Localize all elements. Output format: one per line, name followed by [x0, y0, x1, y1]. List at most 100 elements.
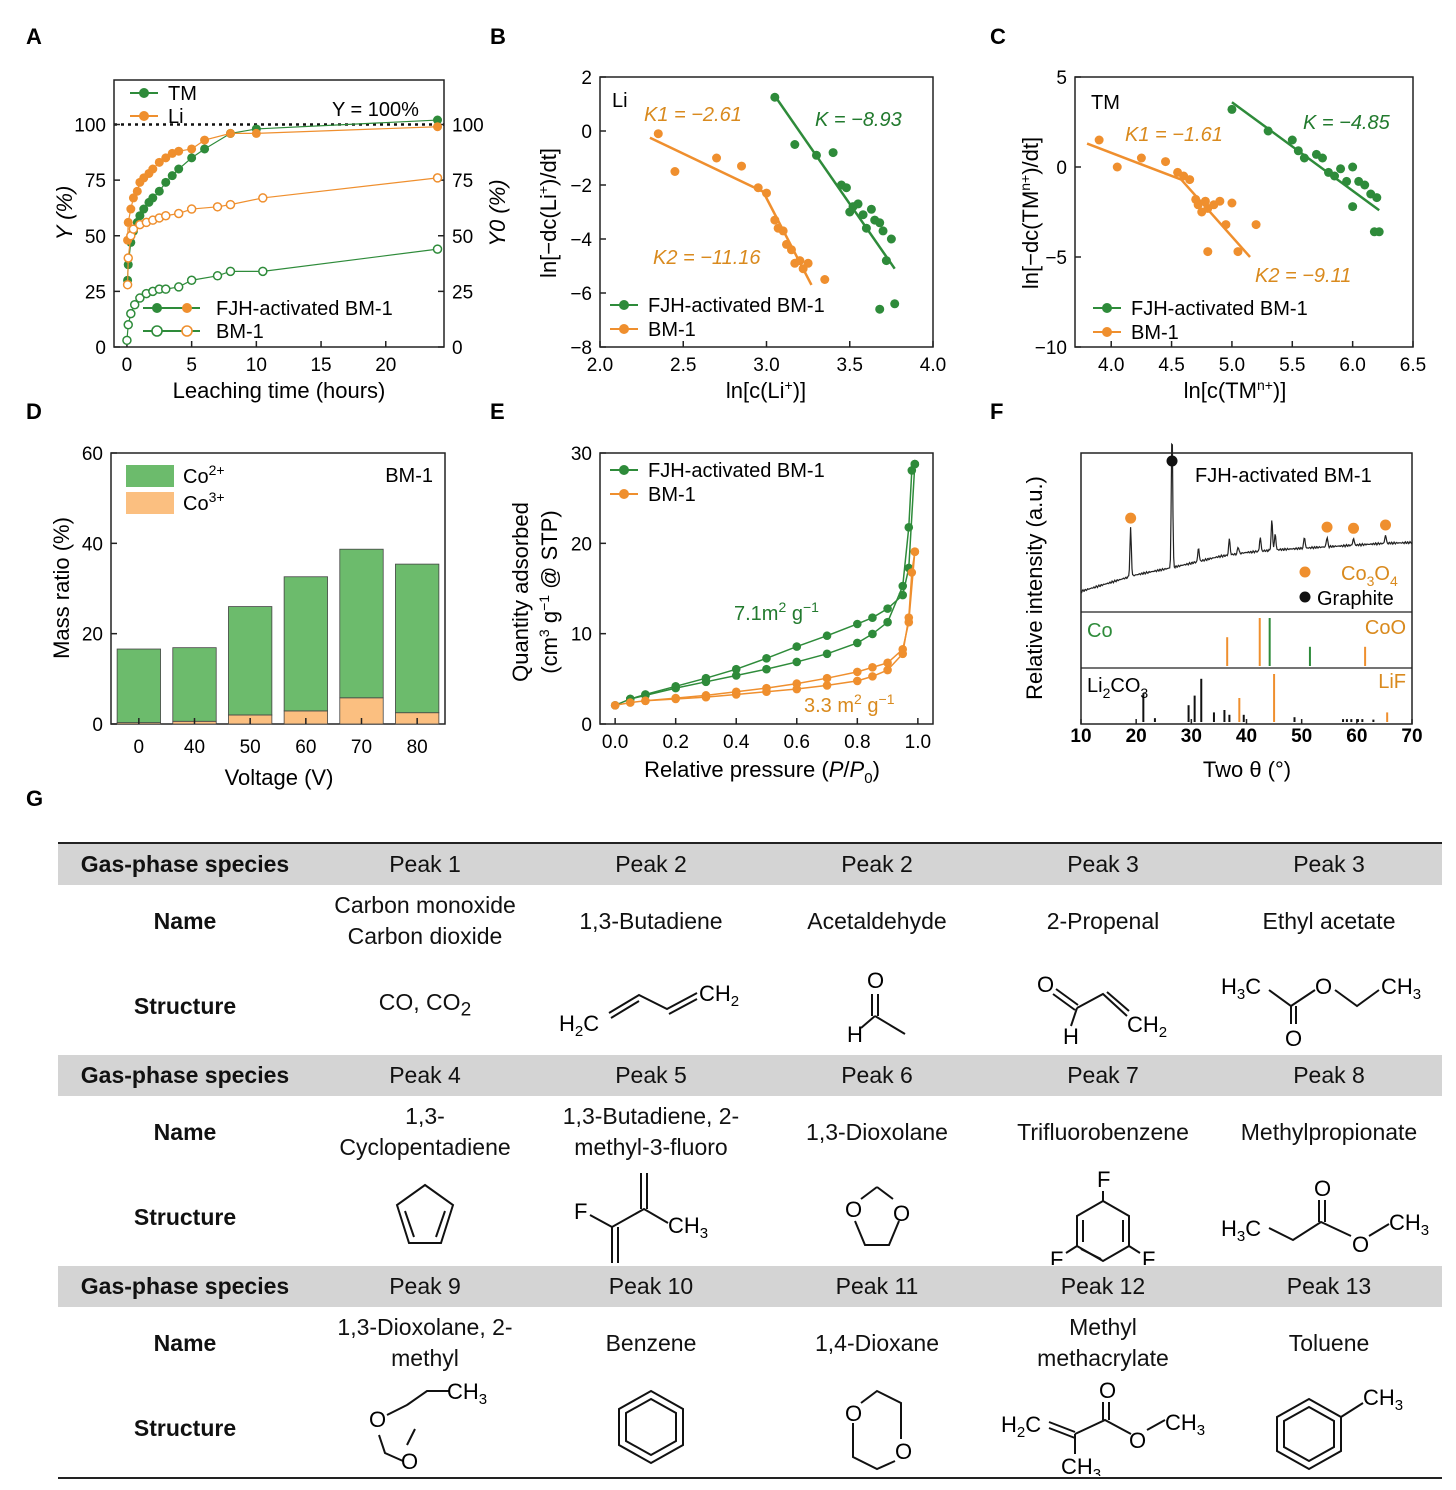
panel-letter-f: F	[990, 399, 1003, 424]
y-tick-label: −5	[1045, 248, 1067, 269]
peak-cell: Peak 12	[990, 1266, 1216, 1307]
data-point	[868, 613, 877, 622]
data-point	[1293, 146, 1303, 156]
x-tick-label: 50	[240, 737, 261, 758]
legend-fjh-marker	[1102, 303, 1112, 313]
bar-co2	[395, 563, 440, 714]
trifluorobenzene-structure: F F F	[1050, 1169, 1155, 1265]
svg-text:CH3: CH3	[1061, 1454, 1101, 1476]
data-point	[1185, 175, 1195, 185]
data-point	[875, 218, 885, 228]
x-tick-label: 5	[186, 355, 197, 376]
x-tick-label: 2.5	[670, 355, 696, 376]
svg-text:H: H	[847, 1022, 863, 1046]
structure-acetaldehyde: O H	[764, 957, 990, 1055]
inner-label-tm: TM	[1091, 92, 1120, 114]
name-cell: Methylpropionate	[1240, 1118, 1418, 1145]
name-label: Name	[153, 1118, 217, 1145]
y-axis-label-right: Y0 (%)	[485, 179, 510, 246]
panel-letter-e: E	[490, 399, 505, 424]
peak-cell: Peak 6	[764, 1055, 990, 1096]
x-tick-label: 6.0	[1339, 355, 1365, 376]
methyldioxolane-structure: O O CH3	[369, 1383, 487, 1473]
data-point	[139, 204, 149, 214]
svg-text:O: O	[1099, 1380, 1116, 1403]
x-axis-label: ln[c(TMn+)]	[1184, 377, 1287, 403]
data-point	[1374, 227, 1384, 237]
data-point	[174, 164, 184, 174]
data-point	[731, 671, 741, 680]
ref-coo-label: CoO	[1365, 617, 1406, 639]
xrd-trace	[1080, 442, 1413, 594]
x-tick-label: 30	[1181, 726, 1202, 747]
svg-text:O: O	[1314, 1176, 1331, 1201]
fit-line	[649, 136, 764, 193]
data-point	[712, 153, 722, 163]
data-point	[1227, 104, 1237, 114]
y-tick-label: 5	[1056, 68, 1067, 89]
svg-text:H3C: H3C	[1221, 1216, 1261, 1245]
x-tick-label: 80	[407, 737, 428, 758]
bar-co2	[339, 548, 384, 699]
data-point	[671, 682, 680, 691]
propenal-structure: O H CH2	[1037, 972, 1167, 1048]
legend-li: Li	[168, 106, 184, 128]
legend-tm-marker	[139, 88, 149, 98]
x-tick-label: 60	[295, 737, 316, 758]
data-point	[1336, 164, 1346, 174]
peak-cell: Peak 1	[312, 843, 538, 885]
data-point	[883, 604, 892, 613]
y-right-tick-label: 0	[452, 338, 463, 359]
legend-fjh: FJH-activated BM-1	[216, 298, 393, 320]
data-point	[790, 140, 800, 149]
x-tick-label: 5.5	[1279, 355, 1305, 376]
legend-bm1-green-marker	[151, 325, 163, 337]
data-point	[853, 199, 863, 209]
name-cell: Trifluorobenzene	[1017, 1118, 1189, 1145]
y-tick-label: 40	[82, 534, 103, 555]
y-tick-label: −2	[570, 176, 592, 197]
data-point	[868, 672, 877, 681]
legend-bm1-orange-marker	[181, 325, 193, 337]
data-point	[792, 679, 802, 688]
legend-co3: Co3+	[183, 489, 225, 515]
data-point	[225, 266, 236, 277]
slope-k2-label: K2 = −9.11	[1255, 265, 1351, 287]
panel-c-chart: 4.0 4.5 5.0 5.5 6.0 6.5−10−505 TM K1 = −1.61 …	[1017, 68, 1426, 403]
peak-cell: Peak 13	[1216, 1266, 1442, 1307]
data-point	[251, 128, 261, 138]
svg-text:O: O	[845, 1197, 862, 1222]
data-point	[868, 629, 877, 639]
data-point	[853, 667, 862, 677]
peak-cell: Peak 7	[990, 1055, 1216, 1096]
svg-text:CH3: CH3	[447, 1383, 487, 1408]
table-structure-row: Structure F CH3 O O F	[58, 1168, 1442, 1266]
data-point	[123, 253, 133, 263]
data-point	[174, 146, 184, 156]
peak-marker	[1166, 455, 1178, 467]
y-axis-label: Y (%)	[52, 186, 77, 241]
bar-co2	[116, 648, 161, 724]
legend-fjh: FJH-activated BM-1	[648, 460, 825, 482]
data-point	[898, 644, 908, 654]
name-line: Cyclopentadiene	[339, 1134, 511, 1160]
data-point	[200, 144, 210, 154]
x-tick-label: 4.0	[1098, 355, 1124, 376]
ref-lif-label: LiF	[1378, 671, 1406, 693]
x-tick-label: 40	[1236, 726, 1257, 747]
data-point	[737, 161, 747, 171]
x-tick-label: 0	[122, 355, 133, 376]
fit-line	[1086, 142, 1182, 181]
data-point	[910, 547, 920, 557]
data-point	[731, 664, 741, 674]
data-point	[1263, 126, 1273, 136]
x-tick-label: 0.8	[844, 732, 870, 753]
y-tick-label: 100	[74, 116, 106, 137]
name-line: 1,3-Butadiene, 2-	[562, 1103, 740, 1129]
slope-k2-label: K2 = −11.16	[653, 247, 761, 269]
structure-dioxane: O O	[764, 1379, 990, 1478]
reference-label: Y = 100%	[332, 99, 419, 121]
name-cell: 1,3-Butadiene, 2- methyl-3-fluoro	[538, 1096, 764, 1168]
table-header-row: Gas-phase species Peak 1 Peak 2 Peak 2 P…	[58, 843, 1442, 885]
legend-fjh: FJH-activated BM-1	[1131, 298, 1308, 320]
